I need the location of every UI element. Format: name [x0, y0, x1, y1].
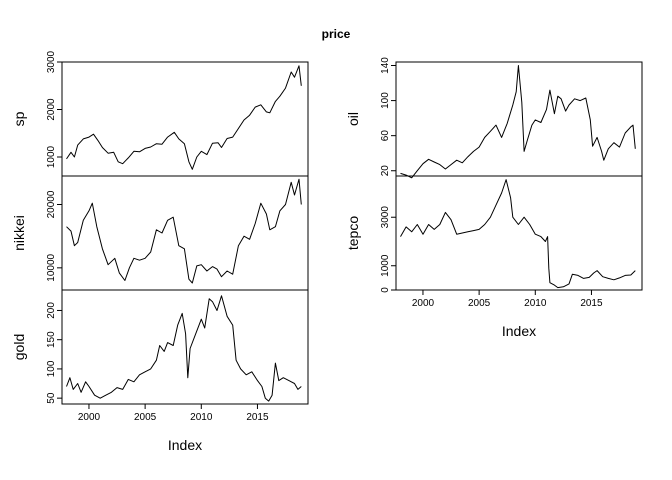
left-xtick-label: 2015 [246, 412, 269, 423]
right-xtick-label: 2015 [580, 298, 603, 309]
oil-series-line [400, 65, 636, 179]
right-xtick-label: 2005 [468, 298, 491, 309]
left-xtick-label: 2000 [78, 412, 101, 423]
sp-ytick-label: 2000 [46, 98, 57, 121]
left-chart: 1000 2000 3000 sp 10000 20000 nikkei 50 100 150 20… [11, 50, 309, 453]
gold-ytick-label: 100 [46, 360, 57, 377]
right-index-label: Index [502, 323, 536, 339]
oil-panel-frame [395, 61, 643, 177]
sp-panel-frame [61, 61, 309, 177]
gold-panel: 50 100 150 200 gold [11, 289, 309, 405]
gold-ytick-label: 150 [46, 331, 57, 348]
plot-title: price [322, 27, 351, 41]
left-index-label: Index [168, 437, 202, 453]
oil-panel-label: oil [345, 112, 361, 126]
oil-ytick-label: 20 [380, 165, 391, 177]
left-xtick-label: 2010 [190, 412, 213, 423]
sp-ytick-label: 1000 [46, 145, 57, 168]
tepco-ytick-label: 1000 [380, 254, 391, 277]
sp-series-line [66, 65, 302, 170]
gold-ytick-label: 200 [46, 302, 57, 319]
tepco-series-line [400, 179, 636, 289]
sp-ytick-label: 3000 [46, 50, 57, 73]
gold-panel-frame [61, 289, 309, 405]
right-xtick-label: 2000 [412, 298, 435, 309]
nikkei-series-line [66, 178, 302, 284]
charts-group: 100020003000sp1000020000nikkei5010015020… [11, 50, 643, 453]
left-xtick-label: 2005 [134, 412, 157, 423]
nikkei-panel-label: nikkei [11, 215, 27, 251]
tepco-panel-label: tepco [345, 216, 361, 250]
oil-ytick-label: 100 [380, 92, 391, 109]
gold-ytick-label: 50 [46, 392, 57, 404]
tepco-ytick-label: 0 [380, 287, 391, 293]
nikkei-panel: 10000 20000 nikkei [11, 175, 309, 291]
tepco-panel: 0 1000 3000 tepco [345, 175, 643, 293]
oil-panel: 20 60 100 140 oil [345, 57, 643, 179]
oil-ytick-label: 140 [380, 57, 391, 74]
right-chart: 20 60 100 140 oil 0 1000 3000 tepco 2000 2005 2010 2… [345, 57, 643, 339]
right-xtick-label: 2010 [524, 298, 547, 309]
nikkei-ytick-label: 20000 [46, 190, 57, 218]
gold-panel-label: gold [11, 334, 27, 360]
nikkei-ytick-label: 10000 [46, 253, 57, 281]
oil-ytick-label: 60 [380, 130, 391, 142]
sp-panel: 1000 2000 3000 sp [11, 50, 309, 177]
sp-panel-label: sp [11, 111, 27, 126]
tepco-ytick-label: 3000 [380, 206, 391, 229]
gold-series-line [66, 295, 302, 402]
tepco-panel-frame [395, 175, 643, 291]
